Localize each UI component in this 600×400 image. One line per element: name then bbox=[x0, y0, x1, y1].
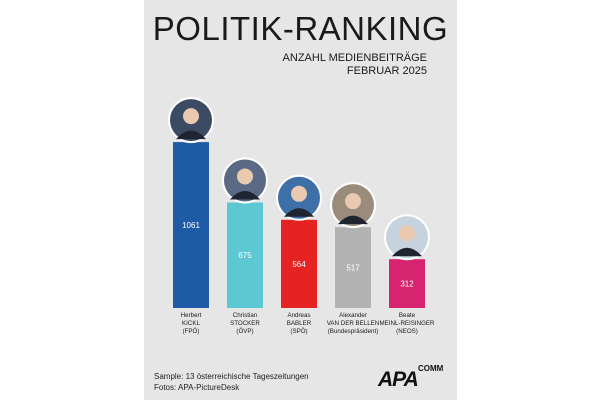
category-label: (ÖVP) bbox=[236, 328, 253, 335]
category-label: (Bundespräsident) bbox=[328, 328, 379, 335]
category-label: (NEOS) bbox=[396, 328, 418, 335]
portrait-body-icon bbox=[338, 215, 368, 225]
bar-kickl bbox=[173, 142, 209, 308]
portrait-body-icon bbox=[284, 208, 314, 217]
bar-value-label: 517 bbox=[346, 264, 360, 273]
bar-value-label: 675 bbox=[238, 251, 252, 260]
category-label: Christian bbox=[233, 312, 258, 319]
category-label: (FPÖ) bbox=[183, 328, 200, 335]
category-label: VAN DER BELLEN bbox=[327, 320, 380, 327]
category-label: (SPÖ) bbox=[290, 328, 307, 335]
bar-value-label: 1061 bbox=[182, 221, 200, 230]
logo-text-apa: APA bbox=[378, 368, 419, 391]
category-label: KICKL bbox=[182, 320, 200, 327]
category-label: Alexander bbox=[339, 312, 367, 319]
portrait-body-icon bbox=[176, 130, 206, 140]
chart-title: POLITIK-RANKING bbox=[152, 10, 449, 47]
sample-note: Sample: 13 österreichische Tageszeitunge… bbox=[154, 372, 309, 381]
bar-van-der-bellen bbox=[335, 227, 371, 308]
category-label: Beate bbox=[399, 312, 416, 319]
bar-babler bbox=[281, 219, 317, 308]
bar-meinl-reisinger bbox=[389, 259, 425, 308]
logo-text-comm: COMM bbox=[418, 364, 444, 373]
category-label: STOCKER bbox=[230, 320, 260, 327]
portrait-head-icon bbox=[237, 168, 253, 185]
photo-credit: Fotos: APA-PictureDesk bbox=[154, 383, 240, 392]
category-label: MEINL-REISINGER bbox=[379, 320, 435, 327]
portrait-head-icon bbox=[345, 193, 361, 210]
category-label: Andreas bbox=[287, 312, 310, 319]
chart-subtitle-line2: FEBRUAR 2025 bbox=[346, 65, 427, 77]
category-label: Herbert bbox=[181, 312, 202, 319]
portrait-head-icon bbox=[399, 225, 415, 242]
portrait-head-icon bbox=[291, 185, 307, 202]
bar-value-label: 564 bbox=[292, 260, 306, 269]
portrait-body-icon bbox=[392, 247, 422, 257]
bar-stocker bbox=[227, 202, 263, 308]
portrait-body-icon bbox=[230, 190, 260, 200]
apa-comm-logo: APA COMM bbox=[378, 364, 450, 394]
chart-subtitle-line1: ANZAHL MEDIENBEITRÄGE bbox=[282, 52, 427, 64]
bar-value-label: 312 bbox=[400, 280, 414, 289]
category-label: BABLER bbox=[287, 320, 312, 327]
infographic-card: POLITIK-RANKING ANZAHL MEDIENBEITRÄGE FE… bbox=[144, 0, 457, 400]
portrait-head-icon bbox=[183, 108, 199, 125]
